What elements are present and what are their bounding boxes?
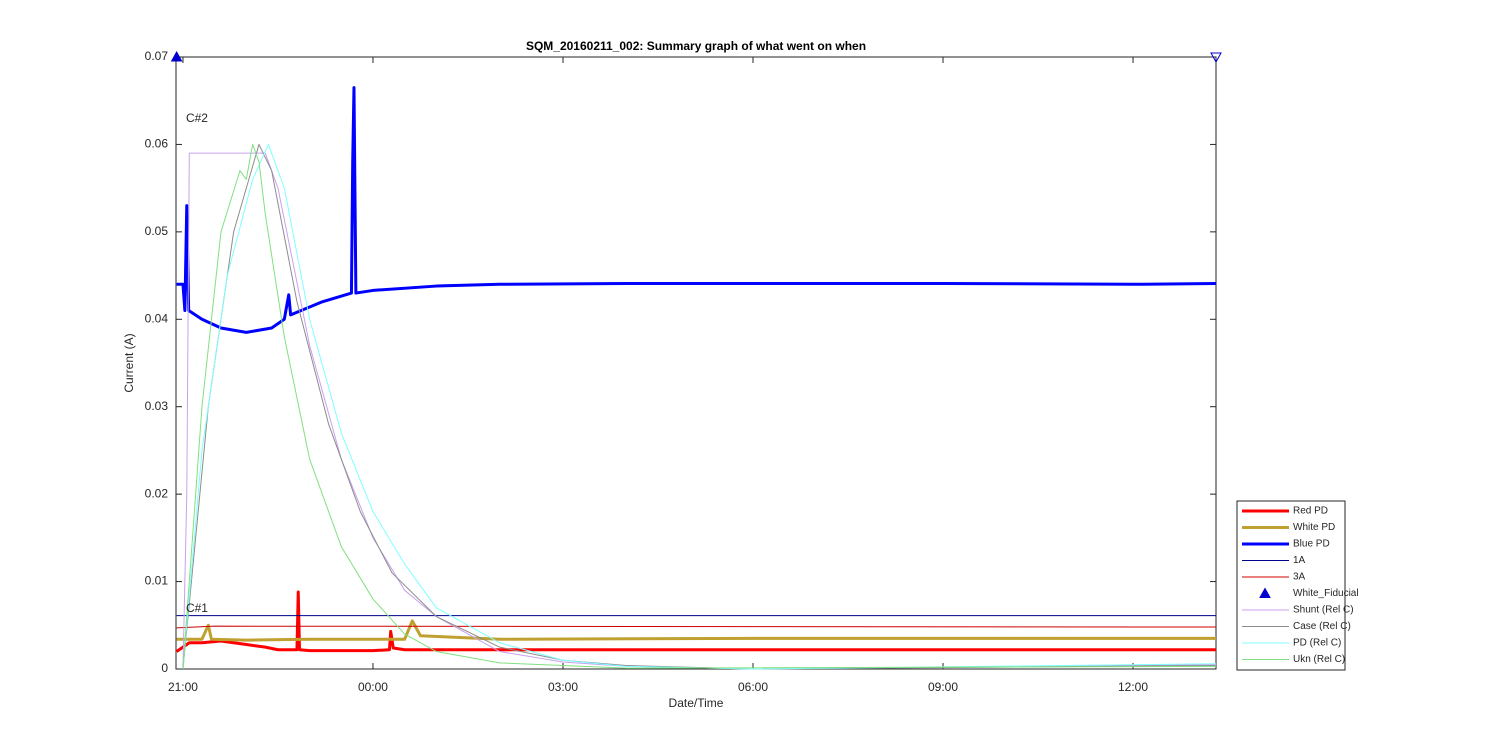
y-tick-label: 0.05 [145,224,169,238]
legend-label: Blue PD [1293,539,1330,550]
legend-label: White_Fiducial [1293,588,1359,599]
legend-label: PD (Rel C) [1293,638,1341,649]
x-tick-label: 09:00 [928,680,958,694]
legend-label: Red PD [1293,506,1328,517]
legend-swatch [1259,587,1271,598]
y-axis-label: Current (A) [122,333,136,392]
fiducial-marker [1210,52,1222,64]
x-tick-label: 03:00 [548,680,578,694]
annotation: C#1 [186,601,208,615]
annotation: C#2 [186,111,208,125]
y-tick-label: 0.06 [145,137,169,151]
y-tick-label: 0 [161,661,168,675]
fiducial-marker [170,50,183,62]
series-line [176,625,1217,629]
x-tick-label: 21:00 [168,680,198,694]
series-line [182,143,1217,670]
legend-label: Ukn (Rel C) [1293,654,1345,665]
legend-label: Case (Rel C) [1293,621,1351,632]
y-tick-label: 0.02 [145,486,169,500]
y-tick-label: 0.01 [145,574,169,588]
legend: Red PD White PD Blue PD 1A 3A White_Fiducial S… [1236,500,1359,671]
y-tick-label: 0.07 [145,49,169,63]
chart-title: SQM_20160211_002: Summary graph of what … [526,39,866,53]
series-line [182,152,1217,670]
series-line [176,619,1216,642]
x-tick-label: 00:00 [358,680,388,694]
y-tick-label: 0.04 [145,311,169,325]
x-axis-label: Date/Time [669,696,724,710]
legend-label: 1A [1293,555,1306,566]
series-line [175,590,1216,653]
legend-label: 3A [1293,572,1306,583]
legend-box [1236,500,1346,671]
legend-label: White PD [1293,522,1335,533]
series-line [182,143,1217,670]
series-line [182,143,1217,670]
y-tick-label: 0.03 [145,399,169,413]
plot-area [175,56,1217,670]
x-tick-label: 12:00 [1118,680,1148,694]
x-tick-label: 06:00 [738,680,768,694]
legend-label: Shunt (Rel C) [1293,605,1354,616]
series-line [176,86,1217,334]
